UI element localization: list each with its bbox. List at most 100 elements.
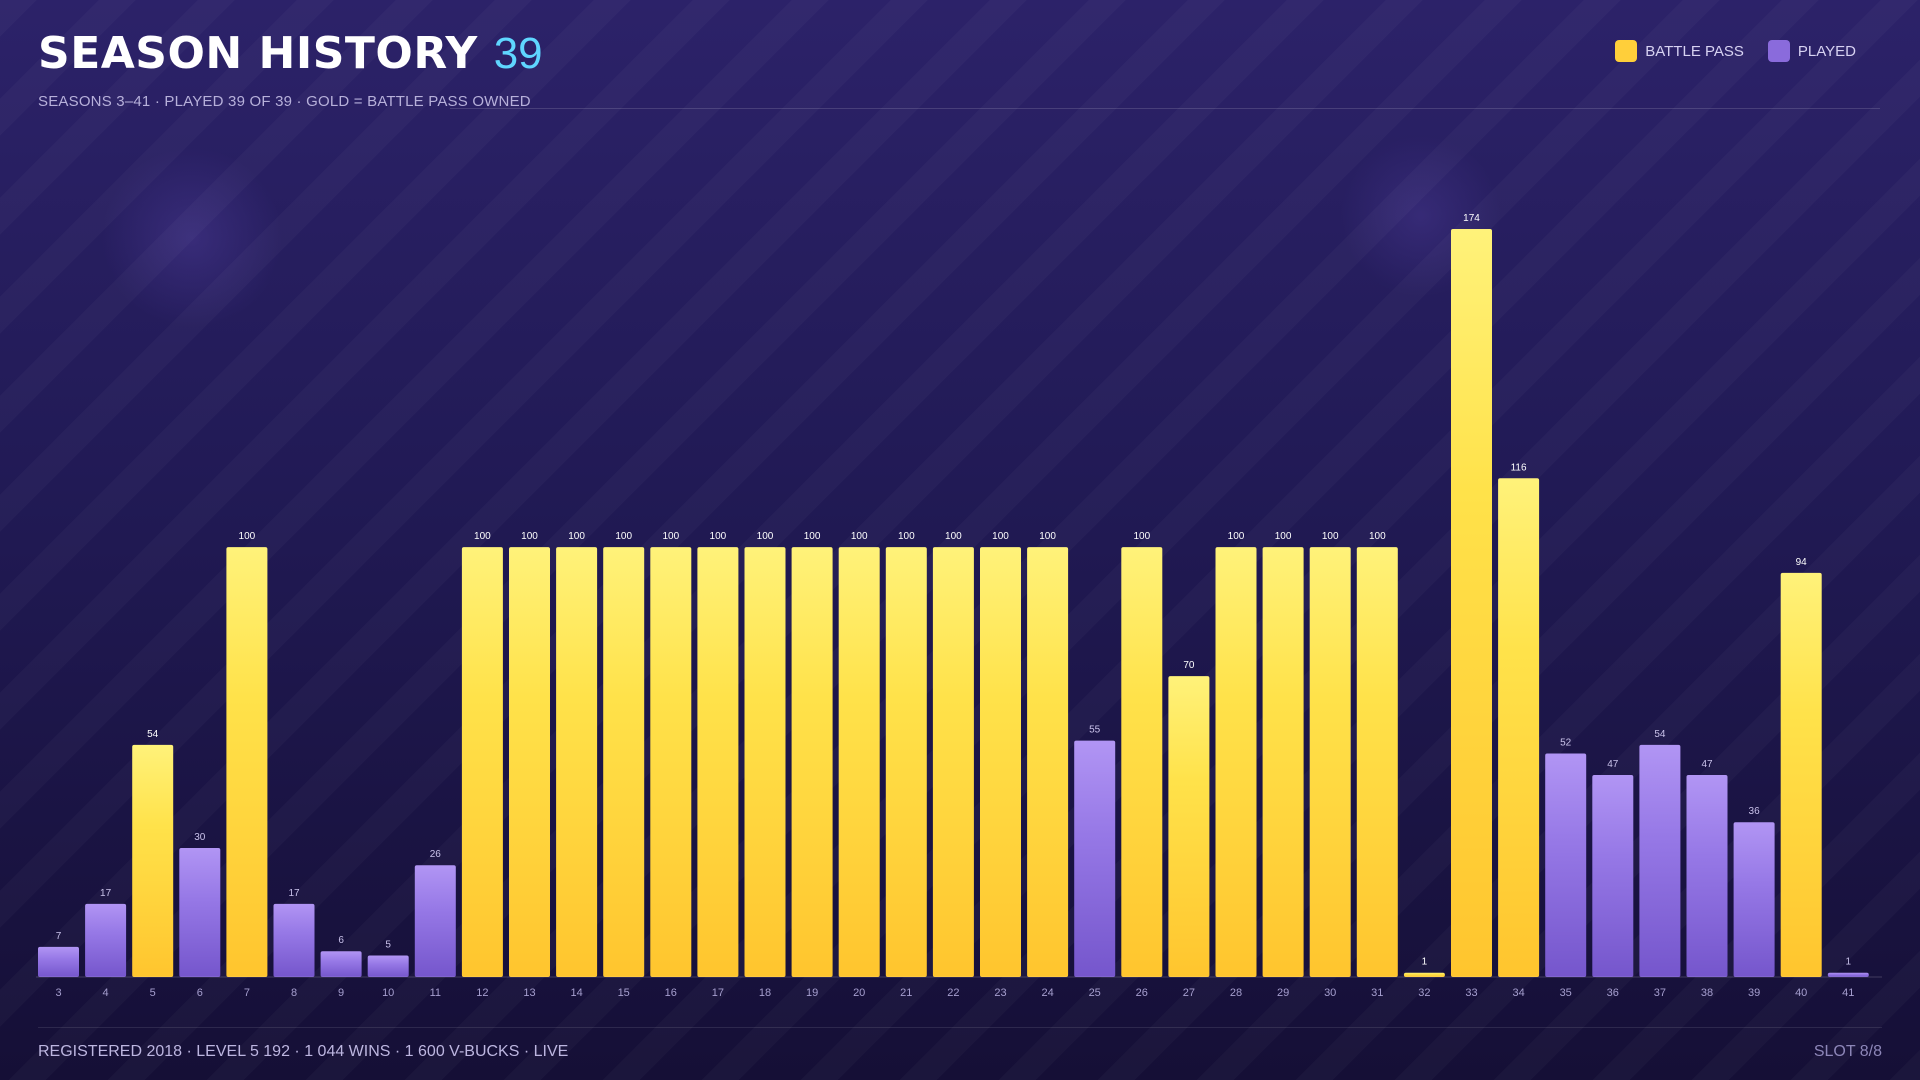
value-label-season-23: 100	[992, 531, 1009, 542]
x-tick-label-21: 21	[900, 987, 912, 999]
bar-season-41	[1827, 972, 1869, 977]
x-tick-label-14: 14	[570, 987, 582, 999]
value-label-season-27: 70	[1183, 660, 1195, 671]
value-label-season-37: 54	[1654, 729, 1666, 740]
page-title: SEASON HISTORY	[38, 28, 478, 79]
bar-season-31	[1356, 547, 1398, 977]
bar-season-18	[744, 547, 786, 977]
x-tick-label-41: 41	[1842, 987, 1854, 999]
x-tick-label-11: 11	[430, 987, 441, 999]
bar-season-15	[603, 547, 645, 977]
value-label-season-40: 94	[1796, 557, 1808, 568]
x-tick-label-13: 13	[523, 987, 535, 999]
legend-label-played: PLAYED	[1797, 42, 1856, 60]
value-label-season-29: 100	[1275, 531, 1292, 542]
value-label-season-36: 47	[1607, 759, 1619, 770]
value-label-season-32: 1	[1422, 957, 1428, 968]
x-tick-label-20: 20	[853, 987, 865, 999]
bar-season-12	[461, 547, 503, 977]
x-tick-label-5: 5	[150, 987, 156, 999]
x-tick-label-6: 6	[197, 987, 203, 999]
value-label-season-10: 5	[385, 940, 391, 951]
value-label-season-20: 100	[851, 531, 868, 542]
x-tick-group: 3 4 5 6 7 8 9 10 11 12 13 14 15 16 17 18 19 20 21 22 23 24 25 2…	[55, 987, 1854, 999]
value-label-season-38: 47	[1701, 759, 1713, 770]
value-label-season-18: 100	[757, 531, 774, 542]
header-divider	[450, 108, 1880, 109]
bar-season-26	[1121, 547, 1163, 977]
x-tick-label-18: 18	[759, 987, 771, 999]
bar-season-21	[885, 547, 927, 977]
value-label-season-33: 174	[1463, 213, 1480, 224]
value-label-season-34: 116	[1511, 462, 1527, 473]
bar-season-20	[838, 547, 880, 977]
x-tick-label-28: 28	[1230, 987, 1242, 999]
bar-season-9	[320, 951, 362, 977]
bar-season-33	[1451, 229, 1492, 977]
chart-legend: BATTLE PASS PLAYED	[1615, 40, 1856, 62]
value-label-season-12: 100	[474, 531, 491, 542]
x-tick-label-19: 19	[806, 987, 818, 999]
bar-season-32	[1403, 972, 1445, 977]
value-label-season-22: 100	[945, 531, 962, 542]
bar-season-36	[1592, 775, 1634, 977]
value-label-season-31: 100	[1369, 531, 1386, 542]
value-label-season-8: 17	[288, 888, 300, 899]
x-tick-label-35: 35	[1560, 987, 1572, 999]
bar-season-34	[1498, 478, 1540, 977]
bar-season-23	[980, 547, 1021, 977]
value-label-season-30: 100	[1322, 531, 1339, 542]
x-tick-label-17: 17	[712, 987, 724, 999]
bar-season-35	[1545, 753, 1587, 977]
header: SEASON HISTORY 39 SEASONS 3–41 · PLAYED …	[38, 28, 1882, 110]
bar-season-37	[1639, 744, 1681, 977]
value-label-season-14: 100	[568, 531, 585, 542]
season-count: 39	[493, 29, 543, 78]
bar-season-5	[132, 744, 174, 977]
x-tick-label-39: 39	[1748, 987, 1760, 999]
x-tick-label-15: 15	[618, 987, 630, 999]
value-label-season-28: 100	[1228, 531, 1245, 542]
x-tick-label-7: 7	[244, 987, 250, 999]
x-tick-label-38: 38	[1701, 987, 1713, 999]
bar-season-3	[38, 946, 79, 977]
x-tick-label-3: 3	[55, 987, 61, 999]
x-tick-label-36: 36	[1607, 987, 1619, 999]
footer-divider	[38, 1027, 1882, 1028]
bar-season-14	[556, 547, 598, 977]
x-tick-label-23: 23	[994, 987, 1006, 999]
bar-season-22	[932, 547, 974, 977]
x-tick-label-33: 33	[1465, 987, 1477, 999]
value-label-season-19: 100	[804, 531, 821, 542]
x-tick-label-34: 34	[1512, 987, 1524, 999]
x-tick-label-4: 4	[103, 987, 109, 999]
x-tick-label-12: 12	[476, 987, 488, 999]
x-tick-label-26: 26	[1136, 987, 1148, 999]
x-tick-label-10: 10	[382, 987, 394, 999]
bar-season-30	[1309, 547, 1351, 977]
value-label-season-7: 100	[239, 531, 256, 542]
value-label-season-35: 52	[1560, 738, 1572, 749]
value-label-season-41: 1	[1846, 957, 1852, 968]
value-label-season-6: 30	[194, 832, 206, 843]
x-tick-label-31: 31	[1371, 987, 1383, 999]
value-label-season-16: 100	[662, 531, 679, 542]
value-label-season-3: 7	[56, 931, 62, 942]
x-tick-label-24: 24	[1041, 987, 1053, 999]
value-label-season-21: 100	[898, 531, 915, 542]
x-tick-label-40: 40	[1795, 987, 1807, 999]
title-row: SEASON HISTORY 39	[38, 28, 1882, 79]
bar-season-29	[1262, 547, 1304, 977]
legend-item-battle-pass: BATTLE PASS	[1615, 40, 1744, 62]
bar-season-24	[1027, 547, 1069, 977]
value-label-season-5: 54	[147, 729, 159, 740]
bar-season-11	[414, 865, 456, 977]
value-label-group: 7 17 54 30 100 17 6 5 26 100 100 100 100 100 100 100 100…	[56, 213, 1852, 968]
value-label-season-26: 100	[1133, 531, 1150, 542]
value-label-season-9: 6	[338, 935, 344, 946]
x-tick-label-22: 22	[947, 987, 959, 999]
value-label-season-25: 55	[1089, 725, 1101, 736]
value-label-season-39: 36	[1749, 806, 1761, 817]
x-tick-label-8: 8	[291, 987, 297, 999]
